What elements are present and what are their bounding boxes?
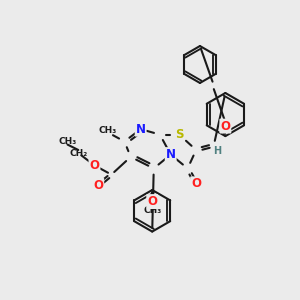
Text: S: S: [175, 128, 183, 141]
Text: O: O: [147, 195, 157, 208]
Text: CH₂: CH₂: [69, 148, 87, 158]
Text: CH₃: CH₃: [143, 206, 161, 214]
Text: O: O: [93, 179, 103, 192]
Text: N: N: [136, 123, 146, 136]
Text: CH₃: CH₃: [58, 137, 76, 146]
Text: CH₃: CH₃: [98, 126, 117, 135]
Text: O: O: [191, 177, 201, 190]
Text: O: O: [89, 159, 100, 172]
Text: H: H: [213, 146, 221, 157]
Text: N: N: [166, 148, 176, 161]
Text: O: O: [220, 120, 230, 133]
